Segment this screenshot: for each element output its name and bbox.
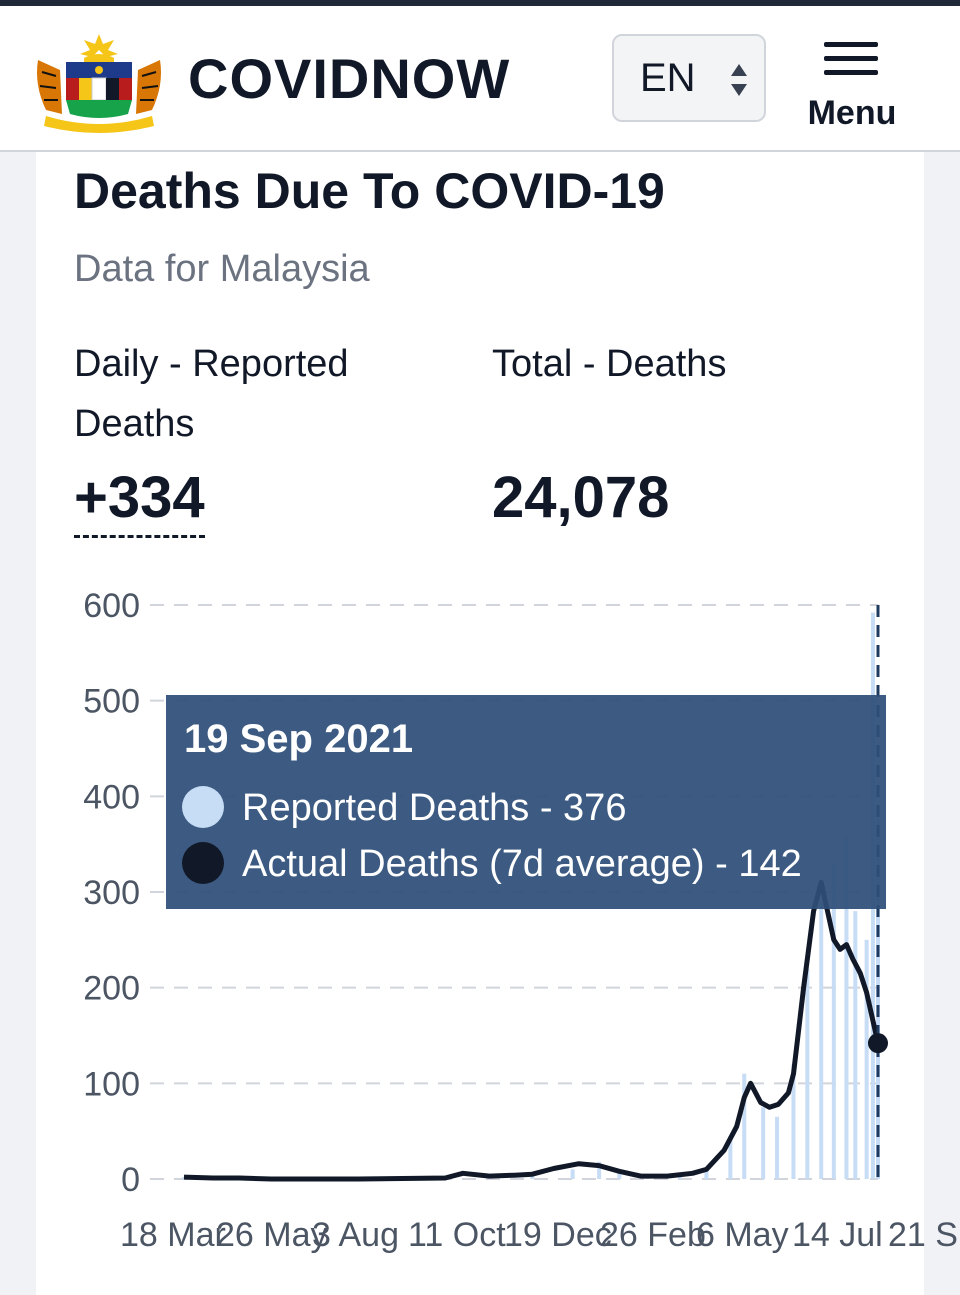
- x-tick-label: 26 Feb: [600, 1216, 706, 1254]
- reported-deaths-bar: [742, 1073, 747, 1179]
- actual-deaths-line: [183, 879, 881, 1182]
- y-tick-label: 200: [83, 970, 140, 1008]
- daily-deaths-value[interactable]: +334: [74, 464, 205, 538]
- reported-deaths-bar: [844, 834, 849, 1179]
- reported-deaths-bar: [831, 863, 836, 1179]
- reported-deaths-bar: [570, 1169, 575, 1179]
- x-tick-label: 21 S: [888, 1216, 958, 1254]
- tooltip-row-actual: Actual Deaths (7d average) - 142: [182, 841, 802, 887]
- y-tick-label: 600: [83, 587, 140, 625]
- malaysia-coat-of-arms-icon[interactable]: [32, 30, 166, 134]
- total-deaths-value: 24,078: [492, 465, 670, 530]
- total-deaths-label: Total - Deaths: [492, 343, 727, 385]
- tooltip-reported-text: Reported Deaths - 376: [242, 787, 627, 829]
- page-title: Deaths Due To COVID-19: [74, 163, 665, 219]
- top-border: [0, 0, 960, 6]
- reported-deaths-bar: [853, 911, 858, 1179]
- reported-deaths-bar: [775, 1116, 780, 1179]
- y-tick-label: 500: [83, 683, 140, 721]
- reported-deaths-bar: [805, 968, 810, 1179]
- page-subtitle: Data for Malaysia: [74, 248, 370, 290]
- reported-deaths-bar: [791, 1064, 796, 1179]
- x-tick-label: 11 Oct: [408, 1216, 506, 1254]
- reported-deaths-bar: [864, 939, 869, 1179]
- tooltip-actual-text: Actual Deaths (7d average) - 142: [242, 843, 802, 885]
- reported-deaths-bar: [617, 1171, 622, 1179]
- y-tick-label: 400: [83, 778, 140, 816]
- chart-tooltip: 19 Sep 2021 Reported Deaths - 376 Actual…: [166, 695, 886, 909]
- app-header: COVIDNOW EN Menu: [0, 6, 960, 152]
- language-value: EN: [640, 56, 696, 100]
- brand-title[interactable]: COVIDNOW: [188, 47, 511, 110]
- reported-deaths-bar: [677, 1176, 682, 1179]
- x-tick-label: 14 Jul: [792, 1216, 883, 1254]
- menu-label: Menu: [807, 94, 897, 132]
- x-tick-label: 18 Mar: [120, 1216, 226, 1254]
- reported-deaths-bar: [876, 819, 880, 1179]
- reported-deaths-bar: [597, 1161, 602, 1179]
- y-tick-label: 300: [83, 874, 140, 912]
- language-select[interactable]: EN: [612, 34, 766, 122]
- reported-deaths-bar: [761, 1107, 766, 1179]
- daily-deaths-label: Daily - Reported Deaths: [74, 343, 349, 445]
- tooltip-row-reported: Reported Deaths - 376: [182, 785, 627, 831]
- reported-deaths-bar: [704, 1167, 709, 1179]
- select-arrows-icon: [731, 64, 747, 96]
- reported-deaths-bar: [530, 1176, 535, 1179]
- x-tick-label: 3 Aug: [312, 1216, 399, 1254]
- menu-button[interactable]: Menu: [800, 36, 904, 136]
- reported-deaths-bar: [728, 1135, 733, 1179]
- x-tick-label: 6 May: [696, 1216, 789, 1254]
- tooltip-date: 19 Sep 2021: [184, 717, 414, 761]
- x-tick-label: 19 Dec: [504, 1216, 612, 1254]
- y-tick-label: 0: [121, 1161, 140, 1199]
- actual-legend-dot: [182, 841, 224, 884]
- x-tick-label: 26 May: [216, 1216, 328, 1254]
- hover-point: [868, 1033, 888, 1054]
- reported-deaths-bar: [819, 901, 824, 1179]
- y-tick-label: 100: [83, 1065, 140, 1103]
- reported-legend-dot: [182, 785, 224, 828]
